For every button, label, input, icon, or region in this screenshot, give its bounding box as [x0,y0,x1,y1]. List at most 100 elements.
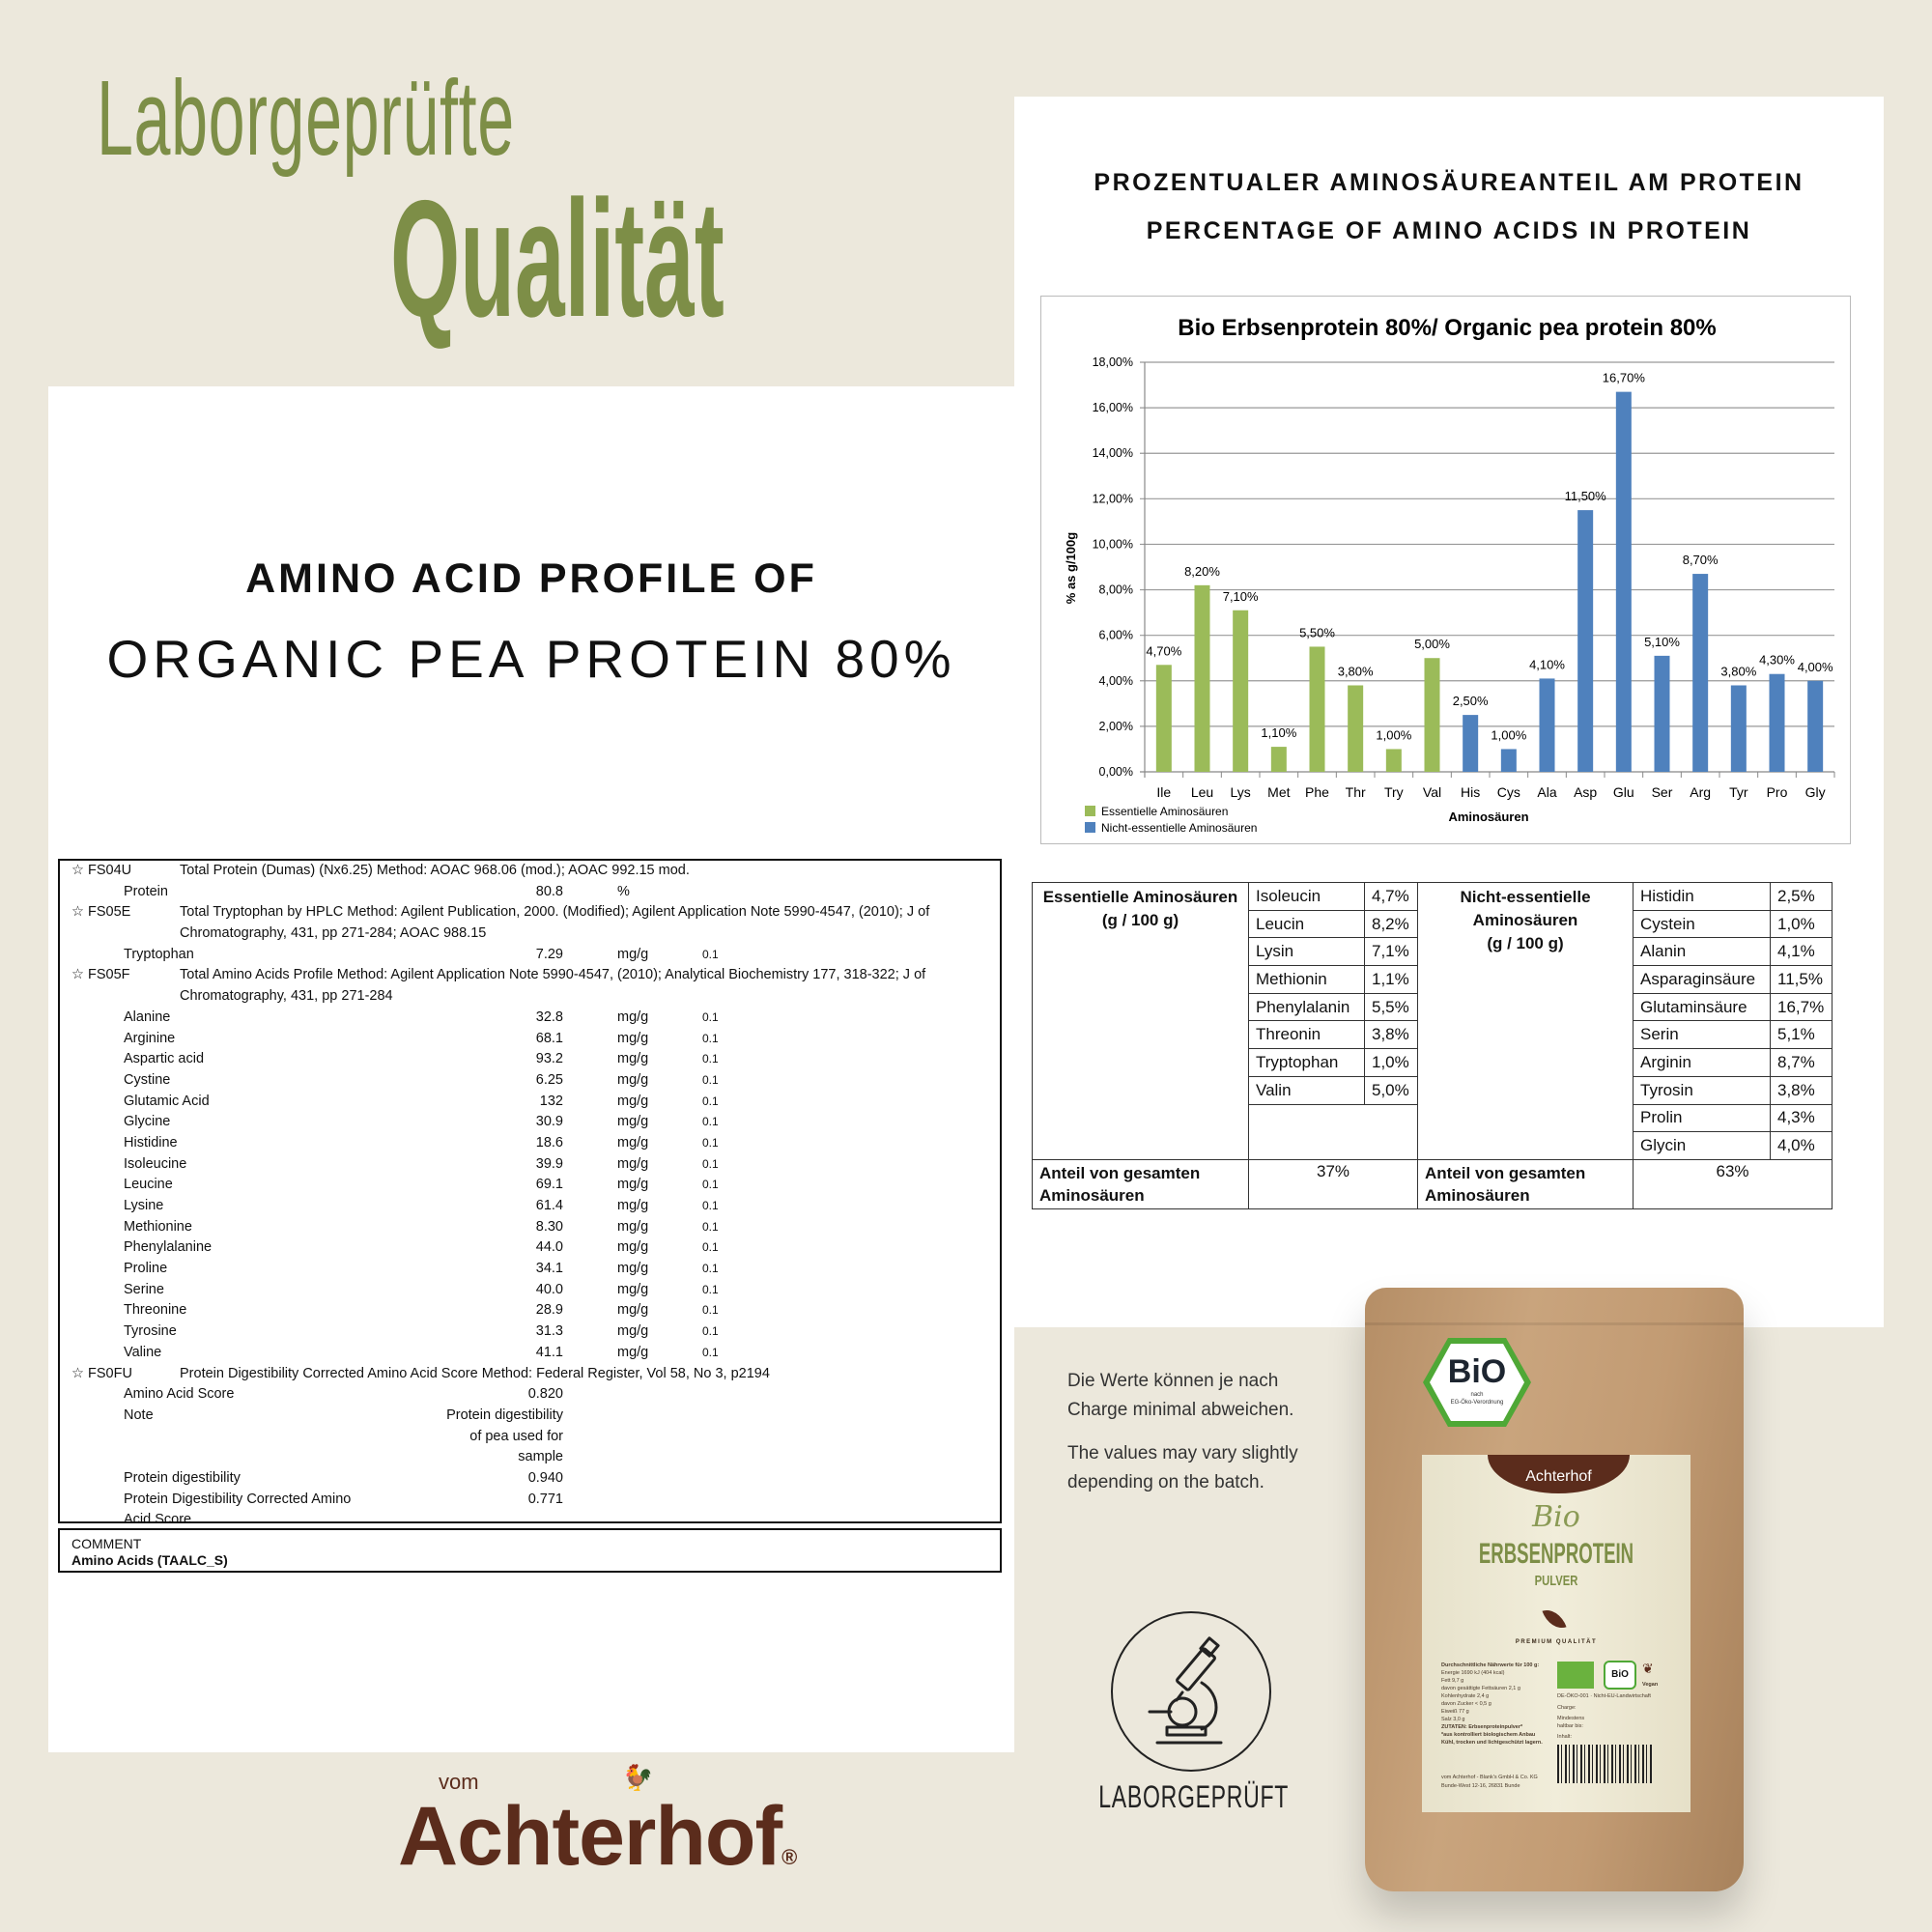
analyte-loq: 0.1 [702,1115,719,1129]
nonessential-name: Glycin [1633,1131,1771,1160]
analyte-loq: 0.1 [702,1324,719,1339]
essential-share-label: Anteil von gesamten Aminosäuren [1032,1158,1249,1209]
essential-value: 1,0% [1364,1048,1418,1077]
x-tick-label: Glu [1613,784,1634,800]
test-description: Chromatography, 431, pp 271-284; AOAC 98… [180,925,487,942]
lab-row: Lysine 61.4 mg/g 0.1 [60,1196,1000,1217]
nonessential-name: Tyrosin [1633,1075,1771,1105]
y-tick-label: 12,00% [1093,492,1133,505]
lab-row: ☆ FS04U Total Protein (Dumas) (Nx6.25) Me… [60,861,1000,882]
nonessential-value: 4,3% [1770,1103,1833,1133]
barcode [1557,1745,1654,1783]
analyte-loq: 0.1 [702,1282,719,1296]
analyte-value: 40.0 [535,1281,563,1297]
analyte-value: 0.940 [527,1469,563,1486]
test-code: ☆ FS05E [71,904,131,921]
nonessential-name: Arginin [1633,1048,1771,1077]
bag-script-bio: Bio [1532,1500,1580,1534]
logo-vom: vom [439,1770,479,1794]
essential-value: 5,5% [1364,992,1418,1022]
zip-line [1365,1322,1744,1325]
field-content: Inhalt: [1557,1734,1572,1740]
data-label: 1,00% [1376,727,1411,742]
analyte-loq: 0.1 [702,1219,719,1234]
analyte-value: 18.6 [535,1134,563,1151]
y-tick-label: 6,00% [1099,629,1133,642]
nutrition-line: Salz 3,0 g [1441,1717,1465,1722]
product-bag: BiO nach EG-Öko-Verordnung Achterhof Bio… [1365,1288,1744,1891]
bar-glu [1615,391,1632,772]
bag-premium: PREMIUM QUALITÄT [1515,1639,1598,1645]
small-bio-icon: BiO [1604,1661,1636,1690]
analyte-value: 68.1 [535,1030,563,1046]
test-description: Total Protein (Dumas) (Nx6.25) Method: A… [180,863,690,878]
bio-seal-text: BiO [1447,1353,1507,1390]
field-best-before: Mindestens haltbar bis: [1557,1716,1585,1729]
essential-empty [1248,1103,1418,1160]
y-tick-label: 4,00% [1099,674,1133,688]
lab-row: Alanine 32.8 mg/g 0.1 [60,1008,1000,1029]
lab-row: Tryptophan 7.29 mg/g 0.1 [60,945,1000,966]
disclaimer-en: The values may vary slightly depending o… [1067,1439,1298,1497]
disclaimer-de-2: Charge minimal abweichen. [1067,1400,1294,1420]
lab-row: Glutamic Acid 132 mg/g 0.1 [60,1092,1000,1113]
analyte-unit: mg/g [617,1198,649,1213]
lab-row: Aspartic acid 93.2 mg/g 0.1 [60,1049,1000,1070]
bag-address-2: Bunde-West 12-16, 26831 Bunde [1441,1783,1520,1789]
logo-name: Achterhof [398,1790,782,1883]
x-tick-label: Met [1267,784,1290,800]
lab-row: Isoleucine 39.9 mg/g 0.1 [60,1154,1000,1176]
bag-brand: Achterhof [1525,1468,1592,1485]
test-code: ☆ FS04U [71,863,132,878]
analyte-unit: mg/g [617,1009,649,1025]
essential-value: 3,8% [1364,1020,1418,1050]
nutrition-line: Kohlenhydrate 2,4 g [1441,1693,1490,1699]
analyte-unit: mg/g [617,1030,649,1046]
analyte-value: 32.8 [535,1009,563,1025]
analyte-name: Tyrosine [124,1323,177,1340]
table-row: Threonin 3,8% Serin 5,1% [1033,1020,1833,1050]
table-row: Phenylalanin 5,5% Glutaminsäure 16,7% [1033,992,1833,1022]
analyte-name: Methionine [124,1218,192,1235]
lab-row: Serine 40.0 mg/g 0.1 [60,1280,1000,1301]
essential-name: Lysin [1248,937,1365,967]
essential-name: Isoleucin [1248,882,1365,911]
y-tick-label: 8,00% [1099,583,1133,597]
nutrition-line: ZUTATEN: Erbsenproteinpulver* [1441,1724,1523,1730]
essential-name: Valin [1248,1075,1365,1105]
lab-tested-label: LABORGEPRÜFT [1098,1779,1290,1814]
nonessential-value: 11,5% [1770,965,1833,994]
analyte-name: Amino Acid Score [124,1386,235,1403]
analyte-loq: 0.1 [702,1009,719,1024]
y-tick-label: 2,00% [1099,720,1133,733]
y-tick-label: 10,00% [1093,537,1133,551]
data-label: 4,10% [1529,657,1565,671]
lab-row: Arginine 68.1 mg/g 0.1 [60,1029,1000,1050]
table-row: Methionin 1,1% Asparaginsäure 11,5% [1033,965,1833,994]
analyte-unit: mg/g [617,946,649,962]
analyte-unit: mg/g [617,1218,649,1235]
table-row: Leucin 8,2% Cystein 1,0% [1033,909,1833,939]
analyte-loq: 0.1 [702,1156,719,1171]
analyte-name: Aspartic acid [124,1051,205,1067]
microscope-icon [1111,1611,1271,1772]
product-label: Achterhof Bio ERBSENPROTEIN PULVER PREMI… [1422,1455,1690,1812]
analyte-name: Leucine [124,1177,173,1193]
x-tick-label: Ala [1537,784,1556,800]
analyte-name: Tryptophan [124,946,194,962]
bar-ala [1539,678,1555,772]
data-label: 4,30% [1759,653,1795,668]
analyte-value: 93.2 [535,1051,563,1067]
analyte-loq: 0.1 [702,1052,719,1066]
x-axis-label: Aminosäuren [1448,810,1528,824]
analyte-name: Isoleucine [124,1155,187,1172]
test-description: Total Tryptophan by HPLC Method: Agilent… [180,904,930,921]
essential-share: 37% [1248,1158,1418,1209]
bar-val [1424,658,1440,772]
analyte-loq: 0.1 [702,1072,719,1087]
disclaimer-de: Die Werte können je nach Charge minimal … [1067,1367,1293,1425]
nonessential-value: 2,5% [1770,882,1833,911]
x-tick-label: Thr [1346,784,1366,800]
analyte-name: Cystine [124,1071,171,1088]
x-tick-label: Arg [1690,784,1711,800]
